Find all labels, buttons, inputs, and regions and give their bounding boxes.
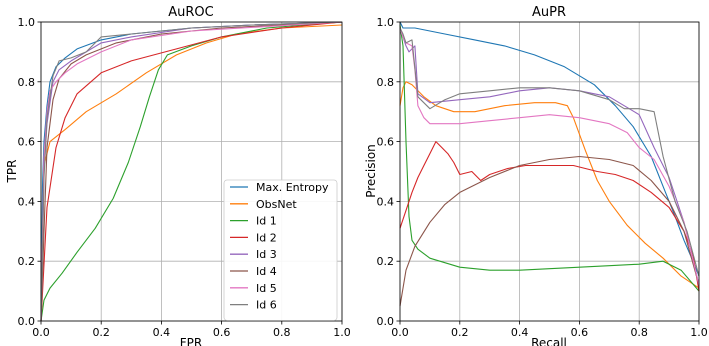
aupr-y-tick-label: 0.4 xyxy=(377,195,395,208)
auroc-panel: AuROC FPR TPR 0.0 0.2 0.4 0.6 0.8 1.0 0.0 0.2 0.… xyxy=(5,5,351,346)
auroc-y-tick-label: 0.8 xyxy=(18,76,36,89)
auroc-series-line-id-5 xyxy=(40,21,343,322)
legend-label: Id 5 xyxy=(256,282,277,295)
auroc-x-tick-label: 0.0 xyxy=(32,326,50,339)
aupr-series-line-id-5 xyxy=(399,27,700,286)
auroc-plot-frame xyxy=(40,21,343,322)
aupr-y-tick-label: 0.0 xyxy=(377,315,395,328)
auroc-legend: Max. Entropy ObsNet Id 1 Id 2 Id 3 Id 4 Id 5 Id… xyxy=(223,179,338,321)
aupr-series-line-id-1 xyxy=(399,24,700,292)
legend-label: Id 4 xyxy=(256,265,277,278)
auroc-y-tick-label: 1.0 xyxy=(18,16,36,29)
aupr-x-tick-label: 1.0 xyxy=(690,326,708,339)
aupr-y-tick-label: 0.8 xyxy=(377,76,395,89)
auroc-series-line-id-6 xyxy=(40,21,343,322)
auroc-series-line-id-2 xyxy=(40,21,343,322)
aupr-plot-frame xyxy=(399,21,700,322)
legend-label: Id 6 xyxy=(256,299,277,312)
legend-label: Id 3 xyxy=(256,248,277,261)
aupr-ylabel: Precision xyxy=(364,144,378,198)
aupr-y-tick-label: 0.6 xyxy=(377,136,395,149)
aupr-x-tick-label: 0.6 xyxy=(571,326,589,339)
aupr-y-tick-label: 1.0 xyxy=(377,16,395,29)
aupr-x-tick-label: 0.4 xyxy=(511,326,529,339)
auroc-title: AuROC xyxy=(168,5,213,20)
aupr-series-line-id-2 xyxy=(399,141,700,292)
aupr-series-line-id-4 xyxy=(399,155,700,307)
aupr-x-tick-label: 0.2 xyxy=(451,326,469,339)
auroc-xlabel: FPR xyxy=(180,336,202,346)
auroc-x-tick-label: 0.8 xyxy=(273,326,291,339)
legend-label: Id 1 xyxy=(256,215,277,228)
auroc-ylabel: TPR xyxy=(5,160,19,184)
aupr-title: AuPR xyxy=(532,5,566,20)
aupr-y-tick-label: 0.2 xyxy=(377,255,395,268)
auroc-x-tick-label: 1.0 xyxy=(333,326,351,339)
auroc-x-tick-label: 0.2 xyxy=(92,326,110,339)
aupr-xlabel: Recall xyxy=(531,336,567,346)
auroc-y-tick-label: 0.4 xyxy=(18,195,36,208)
aupr-series-line-id-6 xyxy=(399,27,700,277)
aupr-panel: AuPR Recall Precision 0.0 0.2 0.4 0.6 0.8 1.0… xyxy=(364,5,708,346)
aupr-x-tick-label: 0.0 xyxy=(391,326,409,339)
legend-label: Id 2 xyxy=(256,231,277,244)
aupr-x-tick-label: 0.8 xyxy=(630,326,648,339)
legend-label: ObsNet xyxy=(256,198,297,211)
auroc-x-tick-label: 0.4 xyxy=(153,326,171,339)
legend-label: Max. Entropy xyxy=(256,181,329,194)
auroc-y-tick-label: 0.6 xyxy=(18,136,36,149)
aupr-series-line-id-3 xyxy=(399,27,700,286)
legend-box xyxy=(223,179,338,321)
auroc-y-tick-label: 0.0 xyxy=(18,315,36,328)
auroc-y-tick-label: 0.2 xyxy=(18,255,36,268)
aupr-series-line-max-entropy xyxy=(399,21,700,277)
auroc-x-tick-label: 0.6 xyxy=(213,326,231,339)
